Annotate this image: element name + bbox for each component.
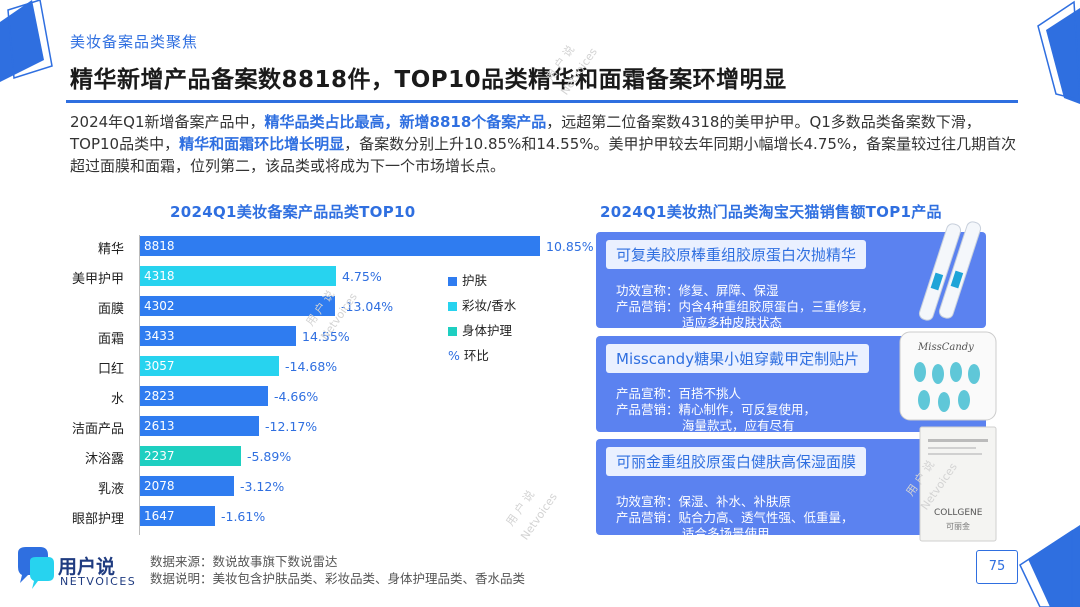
category-label: 水 — [110, 392, 124, 407]
chart-title: 2024Q1美妆备案产品品类TOP10 — [170, 203, 416, 221]
category-label: 口红 — [97, 362, 124, 377]
brand-logo-icon — [18, 547, 54, 589]
bar — [140, 356, 279, 376]
product-marketing-cont: 适合多场景使用 — [682, 526, 770, 541]
product-marketing-cont: 适应多种皮肤状态 — [682, 315, 783, 330]
legend-swatch — [448, 302, 457, 311]
legend-item: % 环比 — [448, 345, 489, 364]
legend-swatch — [448, 327, 457, 336]
mom-change-label: -4.66% — [274, 389, 319, 404]
legend-label: 身体护理 — [462, 323, 513, 338]
category-label: 面霜 — [97, 332, 124, 347]
serum-ampoule-image — [918, 221, 982, 321]
bar — [140, 386, 268, 406]
bar — [140, 416, 259, 436]
bar-value-label: 2078 — [144, 479, 175, 493]
product-claim: 功效宣称：保湿、补水、补肤原 — [616, 494, 792, 509]
mom-change-label: -12.17% — [265, 419, 318, 434]
summary-text: ，远超第二位备案数4318的美甲护甲。Q1多数品类备案数下滑，TOP10品类中， — [70, 113, 981, 153]
summary-paragraph: 2024年Q1新增备案产品中，精华品类占比最高，新增8818个备案产品，远超第二… — [70, 111, 1026, 177]
product-name: 可丽金重组胶原蛋白健肤高保湿面膜 — [606, 447, 867, 476]
category-label: 洁面产品 — [71, 422, 124, 437]
legend-item: 护肤 — [448, 270, 487, 289]
bar-value-label: 3433 — [144, 329, 175, 343]
bar-value-label: 8818 — [144, 239, 175, 253]
summary-text: 2024年Q1新增备案产品中， — [70, 113, 265, 131]
bar-value-label: 4302 — [144, 299, 175, 313]
y-axis-line — [139, 235, 140, 535]
brand-name-en: NETVOICES — [60, 575, 137, 588]
facial-mask-image: COLLGENE 可丽金 — [919, 426, 997, 542]
legend-label: 护肤 — [462, 273, 488, 288]
product-marketing: 产品营销：精心制作，可反复使用， — [616, 402, 817, 417]
corner-decoration-bottom-right — [1019, 525, 1080, 607]
product-marketing: 产品营销：内含4种重组胶原蛋白，三重修复， — [616, 299, 874, 314]
section-tag: 美妆备案品类聚焦 — [70, 33, 199, 51]
category-label: 沐浴露 — [84, 452, 124, 467]
mom-change-label: 10.85% — [546, 239, 594, 254]
mom-change-label: -14.68% — [285, 359, 338, 374]
bar — [140, 236, 540, 256]
product-name: 可复美胶原棒重组胶原蛋白次抛精华 — [606, 240, 867, 269]
bar — [140, 506, 215, 526]
summary-text: ，备案数分别上升10.85%和14.55%。美甲护甲较去年同期小幅增长4.75%… — [70, 135, 1017, 175]
press-on-nails-image: MissCandy — [899, 331, 997, 421]
page-number: 75 — [976, 550, 1018, 584]
bar-value-label: 3057 — [144, 359, 175, 373]
category-label: 美甲护甲 — [71, 272, 124, 287]
corner-decoration-top-left — [0, 0, 53, 82]
product-image-label: COLLGENE — [934, 508, 983, 518]
products-title: 2024Q1美妆热门品类淘宝天猫销售额TOP1产品 — [600, 203, 942, 221]
summary-highlight: 精华品类占比最高，新增8818个备案产品 — [264, 113, 547, 131]
bar — [140, 296, 335, 316]
page-title: 精华新增产品备案数8818件，TOP10品类精华和面霜备案环增明显 — [70, 67, 787, 93]
category-label: 精华 — [97, 242, 124, 257]
summary-highlight: 精华和面霜环比增长明显 — [179, 135, 345, 153]
category-label: 乳液 — [97, 482, 124, 497]
mom-change-label: -1.61% — [221, 509, 266, 524]
bar-value-label: 1647 — [144, 509, 175, 523]
legend-marker: % — [448, 348, 464, 363]
legend-item: 身体护理 — [448, 320, 512, 339]
legend-label: 彩妆/香水 — [462, 298, 517, 313]
bar-value-label: 2237 — [144, 449, 175, 463]
bar-value-label: 2823 — [144, 389, 175, 403]
bar-value-label: 2613 — [144, 419, 175, 433]
title-divider — [66, 100, 1018, 103]
mom-change-label: -13.04% — [341, 299, 394, 314]
bar — [140, 266, 336, 286]
product-image-label: 可丽金 — [946, 521, 970, 531]
category-label: 眼部护理 — [71, 512, 124, 527]
legend-item: 彩妆/香水 — [448, 295, 516, 314]
mom-change-label: 4.75% — [342, 269, 382, 284]
product-image-label: MissCandy — [917, 342, 974, 353]
corner-decoration-top-right — [1037, 0, 1080, 104]
legend-label: 环比 — [463, 348, 489, 363]
legend-swatch — [448, 277, 457, 286]
brand-name: 用户说 — [58, 556, 116, 578]
product-claim: 产品宣称：百搭不挑人 — [616, 386, 742, 401]
product-name: Misscandy糖果小姐穿戴甲定制贴片 — [606, 344, 870, 373]
product-marketing-cont: 海量款式，应有尽有 — [682, 418, 795, 433]
bar — [140, 476, 234, 496]
mom-change-label: -5.89% — [247, 449, 292, 464]
product-marketing: 产品营销：贴合力高、透气性强、低重量， — [616, 510, 854, 525]
bar — [140, 326, 296, 346]
bar-value-label: 4318 — [144, 269, 175, 283]
mom-change-label: -3.12% — [240, 479, 285, 494]
data-description-note: 数据说明：美妆包含护肤品类、彩妆品类、身体护理品类、香水品类 — [150, 571, 526, 586]
mom-change-label: 14.55% — [302, 329, 350, 344]
bar-chart: 精华 8818 10.85% 美甲护甲 4318 4.75% 面膜 4302 -13.04% 面霜… — [60, 230, 594, 540]
bar — [140, 446, 241, 466]
data-source-note: 数据来源：数说故事旗下数说雷达 — [150, 554, 338, 569]
product-claim: 功效宣称：修复、屏障、保湿 — [616, 283, 779, 298]
category-label: 面膜 — [97, 302, 124, 317]
